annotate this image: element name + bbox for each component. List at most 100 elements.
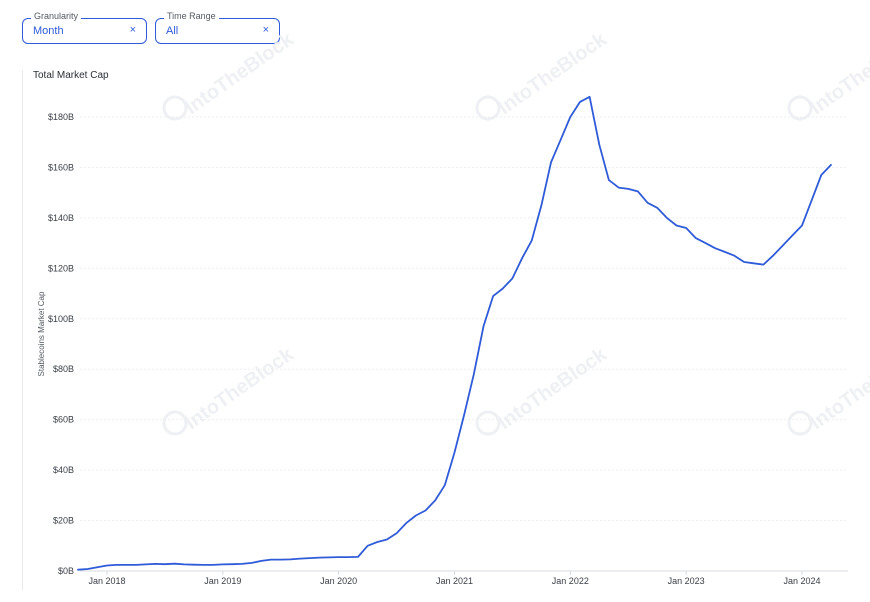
time-range-select[interactable]: Time Range All × — [155, 11, 280, 44]
time-range-clear-icon[interactable]: × — [262, 24, 269, 36]
data-point — [560, 139, 562, 141]
y-tick-label: $60B — [53, 415, 74, 425]
data-point — [96, 566, 98, 568]
y-tick-label: $180B — [48, 112, 74, 122]
y-tick-label: $120B — [48, 263, 74, 273]
data-point — [830, 164, 832, 166]
data-point — [183, 563, 185, 565]
data-point — [598, 144, 600, 146]
data-point — [222, 563, 224, 565]
data-point — [280, 559, 282, 561]
data-point — [791, 235, 793, 237]
watermark-logo-icon — [787, 95, 813, 121]
time-range-value: All — [166, 25, 179, 37]
data-point — [772, 255, 774, 257]
data-point — [753, 262, 755, 264]
data-point — [367, 545, 369, 547]
data-point — [714, 247, 716, 249]
data-point — [386, 539, 388, 541]
data-point — [647, 202, 649, 204]
data-point — [762, 264, 764, 266]
data-point — [241, 563, 243, 565]
x-tick-label: Jan 2020 — [320, 576, 357, 586]
data-point — [425, 510, 427, 512]
data-point — [87, 568, 89, 570]
data-point — [531, 240, 533, 242]
data-point — [492, 295, 494, 297]
y-tick-label: $0B — [58, 566, 74, 576]
watermark-logo-icon — [162, 410, 188, 436]
data-point — [309, 557, 311, 559]
data-point — [521, 257, 523, 259]
data-point — [154, 563, 156, 565]
data-point — [782, 245, 784, 247]
data-point — [811, 199, 813, 201]
data-point — [483, 325, 485, 327]
granularity-clear-icon[interactable]: × — [129, 24, 136, 36]
granularity-select[interactable]: Granularity Month × — [22, 11, 147, 44]
chart-left-rule — [22, 70, 23, 590]
data-point — [164, 563, 166, 565]
data-point — [724, 251, 726, 253]
data-point — [174, 563, 176, 565]
data-point — [463, 414, 465, 416]
data-point — [454, 452, 456, 454]
data-point — [733, 255, 735, 257]
watermark: IntoTheBlock — [494, 343, 611, 434]
chart-title: Total Market Cap — [33, 70, 109, 81]
data-point — [656, 207, 658, 209]
data-point — [743, 261, 745, 263]
data-point — [260, 560, 262, 562]
data-point — [116, 564, 118, 566]
y-tick-label: $20B — [53, 516, 74, 526]
data-point — [502, 288, 504, 290]
data-point — [666, 217, 668, 219]
data-point — [685, 227, 687, 229]
data-point — [579, 101, 581, 103]
data-point — [328, 556, 330, 558]
data-point — [376, 541, 378, 543]
data-point — [473, 373, 475, 375]
data-point — [193, 564, 195, 566]
y-tick-label: $40B — [53, 465, 74, 475]
data-point — [618, 187, 620, 189]
watermark-logo-icon — [475, 410, 501, 436]
data-point — [396, 532, 398, 534]
data-point — [357, 556, 359, 558]
data-point — [77, 569, 79, 571]
data-point — [212, 564, 214, 566]
y-tick-label: $140B — [48, 213, 74, 223]
x-tick-label: Jan 2024 — [783, 576, 820, 586]
data-point — [511, 277, 513, 279]
data-point — [550, 161, 552, 163]
data-point — [347, 556, 349, 558]
x-tick-label: Jan 2018 — [88, 576, 125, 586]
data-point — [270, 559, 272, 561]
data-point — [135, 564, 137, 566]
market-cap-line — [77, 95, 832, 571]
data-point — [695, 237, 697, 239]
y-tick-label: $100B — [48, 314, 74, 324]
data-point — [232, 563, 234, 565]
data-point — [434, 499, 436, 501]
data-point — [608, 179, 610, 181]
data-point — [338, 556, 340, 558]
data-point — [444, 484, 446, 486]
x-tick-label: Jan 2023 — [668, 576, 705, 586]
granularity-label: Granularity — [31, 11, 82, 21]
x-tick-label: Jan 2019 — [204, 576, 241, 586]
watermark-logo-icon — [162, 95, 188, 121]
data-point — [318, 557, 320, 559]
watermark: IntoTheBlock — [806, 343, 870, 434]
granularity-value: Month — [33, 25, 64, 37]
time-range-label: Time Range — [164, 11, 219, 21]
data-point — [820, 174, 822, 176]
data-point — [801, 225, 803, 227]
watermark-logo-icon — [475, 95, 501, 121]
data-point — [299, 558, 301, 560]
data-point — [125, 564, 127, 566]
y-axis-label: Stablecoins Market Cap — [37, 291, 46, 376]
data-point — [569, 116, 571, 118]
y-tick-label: $160B — [48, 162, 74, 172]
data-point — [589, 96, 591, 98]
